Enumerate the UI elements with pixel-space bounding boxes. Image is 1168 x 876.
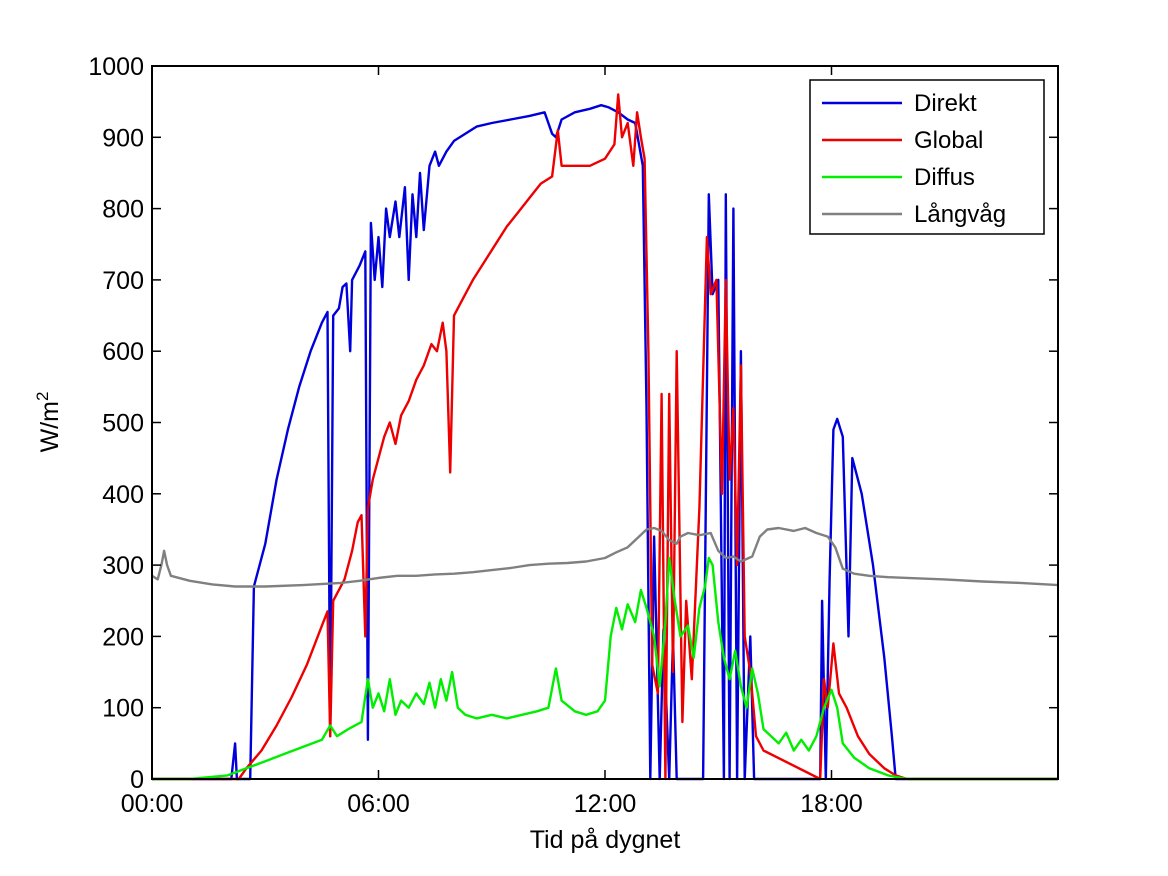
y-tick-label: 700 [102,267,144,295]
y-tick-label: 200 [102,623,144,651]
x-tick-label: 18:00 [800,790,863,818]
y-axis-label-main: W/m [36,401,64,452]
y-axis-label-superscript: 2 [33,392,52,401]
x-tick-label: 12:00 [574,790,637,818]
legend-label-3: Långvåg [914,201,1006,228]
legend-label-0: Direkt [914,90,977,117]
y-tick-label: 500 [102,410,144,438]
x-tick-label: 06:00 [347,790,410,818]
y-tick-label: 300 [102,552,144,580]
legend-label-1: Global [914,127,983,154]
y-tick-label: 400 [102,481,144,509]
y-tick-label: 100 [102,695,144,723]
legend: Direkt Global Diffus Långvåg [810,80,1044,234]
legend-label-2: Diffus [914,164,975,191]
y-tick-label: 600 [102,338,144,366]
y-tick-label: 800 [102,196,144,224]
x-axis-label: Tid på dygnet [530,826,681,854]
y-tick-label: 900 [102,124,144,152]
x-tick-label: 00:00 [121,790,184,818]
y-tick-label: 1000 [88,53,144,81]
